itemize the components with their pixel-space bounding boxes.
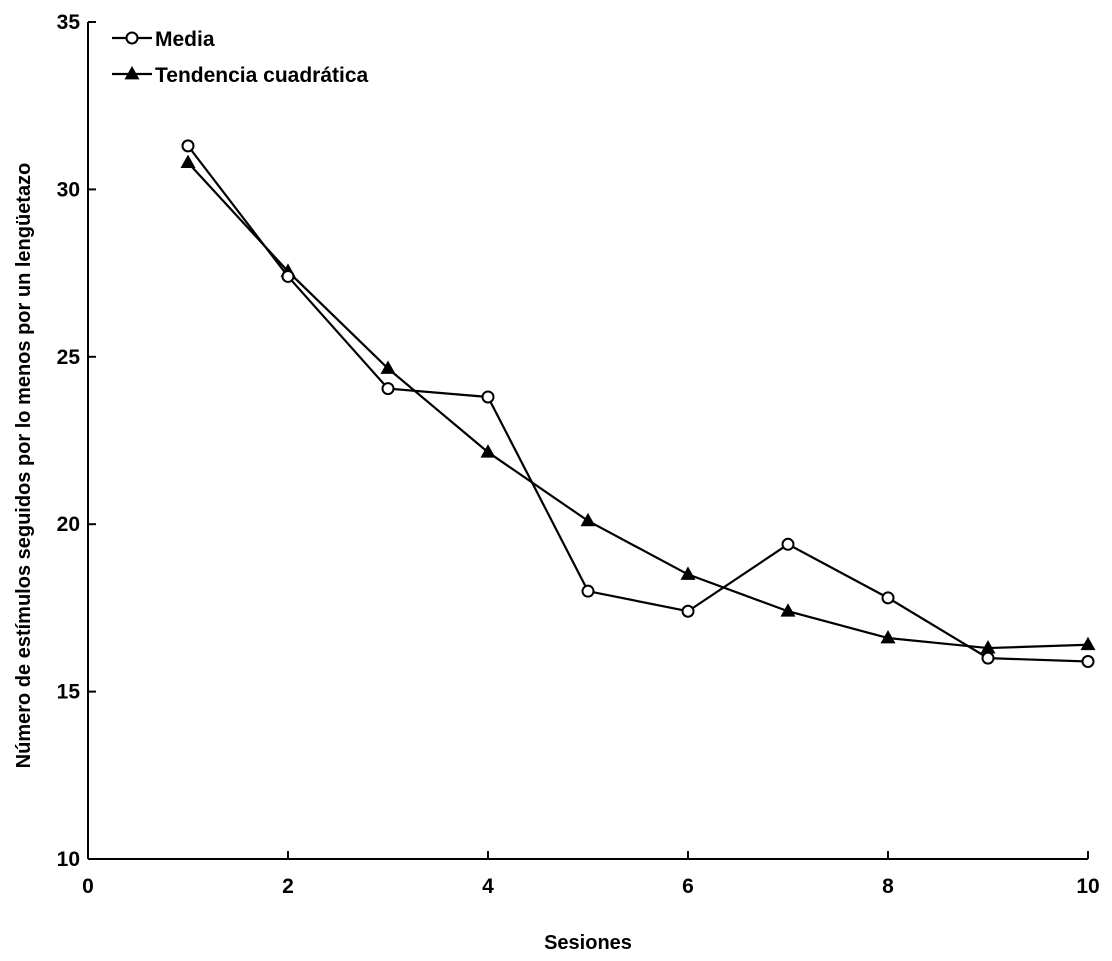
series-line xyxy=(187,161,1089,650)
legend-item: Tendencia cuadrática xyxy=(112,64,369,87)
data-point xyxy=(481,390,495,404)
data-point xyxy=(381,382,395,396)
series-media xyxy=(181,139,1095,668)
series-layer xyxy=(180,139,1096,668)
x-tick-label: 6 xyxy=(682,875,694,898)
data-point xyxy=(1081,654,1095,668)
x-tick-label: 8 xyxy=(882,875,894,898)
series-tendencia-cuadratica xyxy=(180,154,1096,654)
legend-marker xyxy=(124,65,140,80)
x-tick-label: 10 xyxy=(1076,875,1099,898)
data-point xyxy=(181,139,195,153)
legend-item: Media xyxy=(112,28,215,51)
legend-label: Tendencia cuadrática xyxy=(155,64,369,87)
data-point xyxy=(281,269,295,283)
y-axis-title: Número de estímulos seguidos por lo meno… xyxy=(13,163,35,769)
data-point xyxy=(881,591,895,605)
data-point xyxy=(780,603,796,617)
data-point xyxy=(681,604,695,618)
data-point xyxy=(1080,636,1096,651)
axes: 10 15 20 25 30 35 0 2 4 6 8 10 xyxy=(57,11,1100,898)
data-point xyxy=(880,630,896,644)
data-point xyxy=(480,444,496,458)
data-point xyxy=(781,537,795,551)
y-tick-label: 30 xyxy=(57,178,80,201)
legend-label: Media xyxy=(155,28,215,51)
series-line xyxy=(187,145,1089,663)
data-point xyxy=(180,154,196,169)
y-tick-label: 10 xyxy=(57,848,80,871)
x-tick-label: 0 xyxy=(82,875,94,898)
y-tick-label: 35 xyxy=(57,11,81,34)
data-point xyxy=(981,651,995,665)
data-point xyxy=(580,512,596,527)
x-tick-label: 4 xyxy=(482,875,494,898)
data-point xyxy=(680,566,696,580)
y-tick-label: 15 xyxy=(57,681,81,704)
legend-marker xyxy=(125,31,139,45)
y-tick-label: 25 xyxy=(57,346,81,369)
y-tick-label: 20 xyxy=(57,513,80,536)
legend: Media Tendencia cuadrática xyxy=(112,28,369,87)
x-tick-label: 2 xyxy=(282,875,294,898)
data-point xyxy=(380,360,396,374)
x-axis-title: Sesiones xyxy=(544,932,632,954)
data-point xyxy=(581,584,595,598)
